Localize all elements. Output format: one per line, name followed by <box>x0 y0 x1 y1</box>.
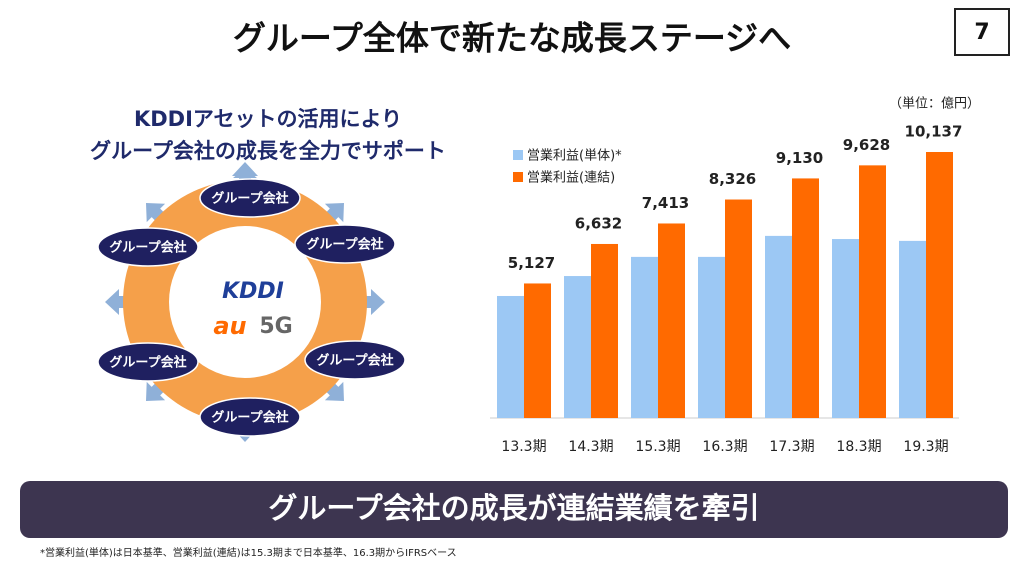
node-label: グループ会社 <box>211 191 288 207</box>
x-tick-label: 17.3期 <box>769 439 814 455</box>
x-tick-label: 15.3期 <box>635 439 680 455</box>
bar <box>524 283 551 418</box>
page-number: 7 <box>974 20 989 45</box>
bar <box>591 243 618 418</box>
bar <box>859 165 886 418</box>
value-label: 5,127 <box>508 254 555 272</box>
bar <box>792 178 819 418</box>
legend-label: 営業利益(単体)* <box>527 148 622 164</box>
x-tick-label: 14.3期 <box>568 439 613 455</box>
bar <box>765 235 792 418</box>
bar <box>899 240 926 418</box>
bar <box>832 239 859 418</box>
banner-text: グループ会社の成長が連結業績を牽引 <box>268 491 759 525</box>
node <box>97 227 199 267</box>
node <box>294 224 396 264</box>
node-label: グループ会社 <box>211 410 288 426</box>
node <box>304 340 406 380</box>
outer-arrows <box>233 168 257 186</box>
node-label: グループ会社 <box>109 240 186 256</box>
logo-au: au <box>213 312 246 340</box>
page-box <box>954 8 1010 56</box>
bar <box>564 276 591 418</box>
arrow <box>105 289 129 315</box>
value-label: 10,137 <box>905 123 963 141</box>
node-label: グループ会社 <box>316 353 393 369</box>
x-tick-label: 18.3期 <box>836 439 881 455</box>
x-tick-label: 16.3期 <box>702 439 747 455</box>
x-tick-label: 19.3期 <box>903 439 948 455</box>
bar <box>658 223 685 418</box>
bar <box>497 295 524 418</box>
node <box>97 342 199 382</box>
unit-label: （単位：億円） <box>889 96 980 112</box>
slide-title: グループ全体で新たな成長ステージへ <box>233 19 791 58</box>
arrow-shape <box>361 289 385 315</box>
logo-kddi: KDDI <box>222 279 284 304</box>
bar <box>631 256 658 418</box>
arrow <box>361 289 385 315</box>
value-label: 7,413 <box>642 194 689 212</box>
value-label: 8,326 <box>709 170 756 188</box>
legend-swatch <box>513 150 523 160</box>
node <box>199 178 301 218</box>
core <box>169 226 321 378</box>
diagram-heading: グループ会社の成長を全力でサポート <box>90 139 446 163</box>
bar <box>926 152 953 418</box>
bar <box>725 199 752 418</box>
bar <box>698 256 725 418</box>
banner <box>20 481 1008 538</box>
node-label: グループ会社 <box>109 355 186 371</box>
value-label: 9,628 <box>843 136 890 154</box>
legend-label: 営業利益(連結) <box>527 170 615 186</box>
footnote: *営業利益(単体)は日本基準、営業利益(連結)は15.3期まで日本基準、16.3… <box>40 546 457 559</box>
diagram-heading: KDDIアセットの活用により <box>134 107 402 131</box>
arrow-shape <box>105 289 129 315</box>
value-label: 9,130 <box>776 149 823 167</box>
node <box>199 397 301 437</box>
node-label: グループ会社 <box>306 237 383 253</box>
legend-swatch <box>513 172 523 182</box>
logo-5g: 5G <box>259 314 292 339</box>
value-label: 6,632 <box>575 214 622 232</box>
x-tick-label: 13.3期 <box>501 439 546 455</box>
